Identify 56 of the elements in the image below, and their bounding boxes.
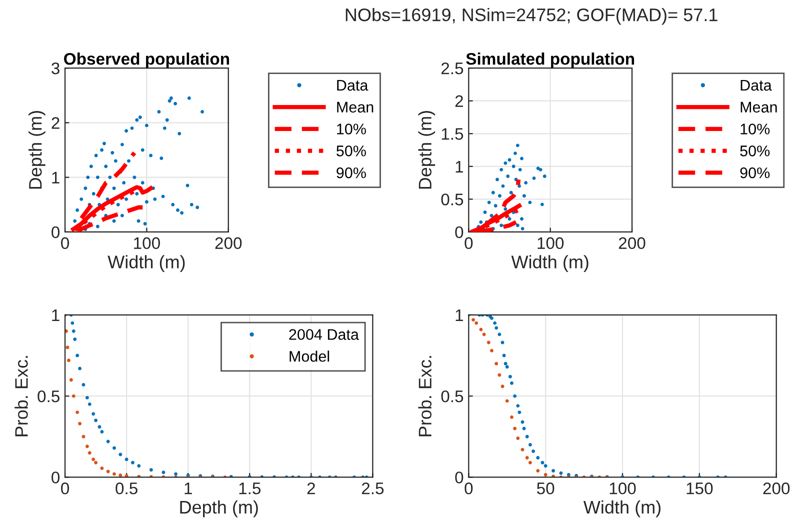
y-axis-title: Prob. Exc. bbox=[418, 356, 432, 436]
legend-label: 90% bbox=[336, 167, 366, 178]
y-tick-label: 0 bbox=[455, 472, 464, 484]
legend-label: Model bbox=[290, 350, 330, 362]
y-tick-label: 2.5 bbox=[441, 62, 464, 74]
text: NObs=16919, NSim=24752; GOF(MAD)= 57.1 bbox=[346, 8, 718, 25]
x-tick-label: 50 bbox=[536, 482, 554, 494]
y-tick-label: 0.5 bbox=[38, 390, 60, 402]
legend-label: Data bbox=[740, 80, 772, 91]
legend-label: 10% bbox=[337, 124, 366, 134]
x-tick-label: 1 bbox=[184, 482, 192, 494]
y-axis-title: Prob. Exc. bbox=[14, 356, 28, 436]
x-tick-label: 0 bbox=[464, 482, 473, 494]
x-tick-label: 150 bbox=[686, 482, 713, 494]
y-tick-label: 1 bbox=[52, 172, 60, 184]
legend-label: Data bbox=[337, 80, 368, 91]
x-tick-label: 2 bbox=[307, 482, 315, 494]
legend-label: 10% bbox=[740, 124, 770, 134]
x-tick-label: 0 bbox=[61, 237, 70, 250]
x-tick-label: 100 bbox=[538, 237, 564, 250]
x-axis-title: Width (m) bbox=[583, 500, 661, 518]
legend-label: 50% bbox=[336, 146, 366, 156]
legend-label: Mean bbox=[337, 102, 374, 113]
y-tick-label: 0 bbox=[52, 472, 60, 484]
x-tick-label: 200 bbox=[618, 237, 646, 250]
chart-title: Observed population bbox=[64, 52, 230, 68]
y-tick-label: 2 bbox=[455, 95, 463, 107]
y-tick-label: 0 bbox=[52, 226, 60, 238]
x-tick-label: 0 bbox=[61, 482, 70, 494]
legend-label: Mean bbox=[740, 102, 777, 113]
y-tick-label: 0.5 bbox=[441, 194, 464, 206]
legend-label: 50% bbox=[740, 146, 770, 156]
y-axis-title: Depth (m) bbox=[28, 111, 46, 189]
y-tick-label: 0.5 bbox=[441, 390, 464, 402]
chart-title: Simulated population bbox=[466, 52, 634, 68]
y-tick-label: 1 bbox=[456, 310, 463, 321]
x-tick-label: 100 bbox=[134, 237, 160, 250]
x-axis-title: Width (m) bbox=[108, 255, 185, 272]
y-tick-label: 3 bbox=[52, 62, 60, 74]
x-tick-label: 1.5 bbox=[239, 482, 261, 494]
x-tick-label: 100 bbox=[610, 482, 636, 494]
x-tick-label: 0.5 bbox=[116, 482, 138, 494]
y-tick-label: 2 bbox=[52, 117, 60, 129]
x-axis-title: Width (m) bbox=[511, 255, 588, 272]
legend-label: 2004 Data bbox=[289, 329, 359, 340]
y-tick-label: 1 bbox=[52, 310, 60, 321]
x-tick-label: 0 bbox=[464, 237, 473, 250]
legend-label: 90% bbox=[740, 167, 770, 178]
x-tick-label: 200 bbox=[763, 482, 790, 494]
y-tick-label: 1 bbox=[456, 160, 463, 172]
y-axis-title: Depth (m) bbox=[418, 111, 436, 189]
y-tick-label: 1.5 bbox=[442, 128, 464, 140]
y-tick-label: 0 bbox=[455, 226, 464, 238]
x-axis-title: Depth (m) bbox=[180, 500, 258, 518]
x-tick-label: 200 bbox=[215, 237, 242, 250]
x-tick-label: 2.5 bbox=[362, 482, 384, 494]
